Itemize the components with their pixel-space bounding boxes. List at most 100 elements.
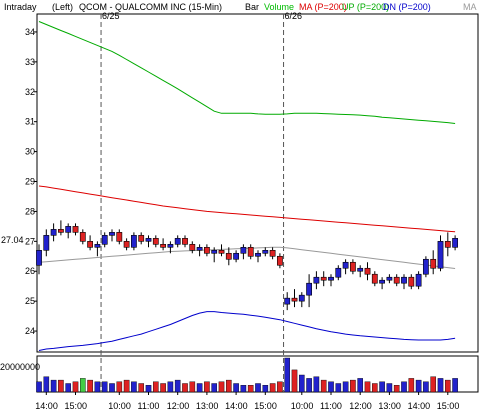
interval-label: Intraday xyxy=(4,2,37,12)
x-tick-label: 11:00 xyxy=(138,401,160,411)
x-tick-label: 13:00 xyxy=(196,401,219,411)
legend-item: MA (P=200) xyxy=(299,2,347,12)
y-tick-label: 26 xyxy=(25,266,35,276)
volume-bar xyxy=(218,381,225,393)
candle-body xyxy=(50,229,57,236)
candles xyxy=(36,220,458,311)
last-price-label: 27.04 xyxy=(1,235,24,245)
volume-bar xyxy=(123,379,130,393)
candle-body xyxy=(123,241,130,248)
candle-body xyxy=(349,261,356,272)
side-label: (Left) xyxy=(52,2,73,12)
volume-bar xyxy=(204,381,210,393)
x-tick-label: 15:00 xyxy=(437,401,460,411)
candle-body xyxy=(43,235,50,251)
volume-bar xyxy=(277,381,283,393)
volume-bar xyxy=(445,379,451,393)
volume-bar xyxy=(350,379,356,393)
candle-body xyxy=(196,247,203,251)
x-tick-label: 14:00 xyxy=(408,401,431,411)
volume-bar xyxy=(255,383,261,393)
y-tick-label: 25 xyxy=(25,296,35,306)
x-tick-label: 14:00 xyxy=(35,401,58,411)
volume-bar xyxy=(211,383,218,393)
volume-bar xyxy=(342,381,349,393)
volume-bar xyxy=(437,378,444,393)
candle-body xyxy=(247,247,254,257)
indicator-line xyxy=(38,246,456,269)
candle-body xyxy=(65,226,72,233)
volume-bar xyxy=(167,381,174,393)
y-tick-label: 34 xyxy=(25,27,35,37)
candle-body xyxy=(36,250,42,266)
candle-body xyxy=(160,244,166,248)
volume-bar xyxy=(174,379,181,393)
volume-bar xyxy=(291,369,298,393)
volume-bar xyxy=(284,357,291,393)
candle-body xyxy=(342,261,349,269)
y-tick-label: 31 xyxy=(25,117,35,127)
volume-bar xyxy=(145,385,152,393)
volume-bar xyxy=(393,385,400,393)
volume-bar xyxy=(386,383,393,393)
y-tick-label: 29 xyxy=(25,177,35,187)
candle-body xyxy=(57,229,64,233)
date-markers: 6/25 6/26 xyxy=(100,11,303,392)
candle-body xyxy=(79,232,86,242)
candle-body xyxy=(233,252,239,260)
volume-bar xyxy=(452,378,458,393)
date-marker-label: 6/26 xyxy=(285,11,303,21)
volume-bars xyxy=(36,357,458,393)
candle-body xyxy=(430,258,437,269)
candle-body xyxy=(255,252,261,257)
volume-bar xyxy=(109,383,115,393)
x-tick-label: 12:00 xyxy=(349,401,372,411)
candle-body xyxy=(306,282,312,296)
volume-bar xyxy=(372,383,378,393)
volume-bar xyxy=(247,385,254,393)
x-tick-label: 15:00 xyxy=(65,401,88,411)
volume-bar xyxy=(262,385,269,393)
candle-body xyxy=(94,244,101,248)
candle-body xyxy=(328,276,334,281)
y-tick-label: 30 xyxy=(25,147,35,157)
candle-body xyxy=(415,273,422,287)
candle-body xyxy=(131,235,137,248)
date-marker-label: 6/25 xyxy=(102,11,120,21)
candle-body xyxy=(320,276,327,281)
volume-bar xyxy=(299,374,305,393)
volume-bar xyxy=(182,383,188,393)
candle-body xyxy=(335,267,342,278)
candle-body xyxy=(437,241,444,269)
x-tick-label: 10:00 xyxy=(291,401,314,411)
candle-body xyxy=(189,244,196,251)
x-tick-label: 11:00 xyxy=(320,401,342,411)
volume-bar xyxy=(72,381,79,393)
x-tick-label: 15:00 xyxy=(254,401,277,411)
volume-bar xyxy=(138,383,145,393)
volume-bar xyxy=(269,383,276,393)
volume-bar xyxy=(101,381,108,393)
candle-body xyxy=(211,250,218,254)
time-axis: 14:00 15:00 10:00 11:00 12:00 13:00 14:00 15:00… xyxy=(35,392,459,411)
candle-body xyxy=(240,247,247,254)
candle-body xyxy=(371,273,378,284)
indicator-line xyxy=(38,311,456,351)
volume-bar xyxy=(225,379,232,393)
y-tick-label: 24 xyxy=(25,326,35,336)
y-tick-label: 28 xyxy=(25,206,35,216)
volume-bar xyxy=(65,383,71,393)
price-panel-frame xyxy=(36,13,479,353)
candle-body xyxy=(313,276,320,284)
volume-bar xyxy=(408,378,415,393)
candle-body xyxy=(167,244,174,248)
volume-bar xyxy=(415,379,422,393)
volume-bar xyxy=(313,376,320,393)
volume-bar xyxy=(87,379,93,393)
indicator-line xyxy=(38,21,456,124)
volume-bar xyxy=(306,378,312,393)
candle-body xyxy=(284,297,291,305)
volume-bar xyxy=(430,376,437,393)
legend-item: DN (P=200) xyxy=(383,2,431,12)
